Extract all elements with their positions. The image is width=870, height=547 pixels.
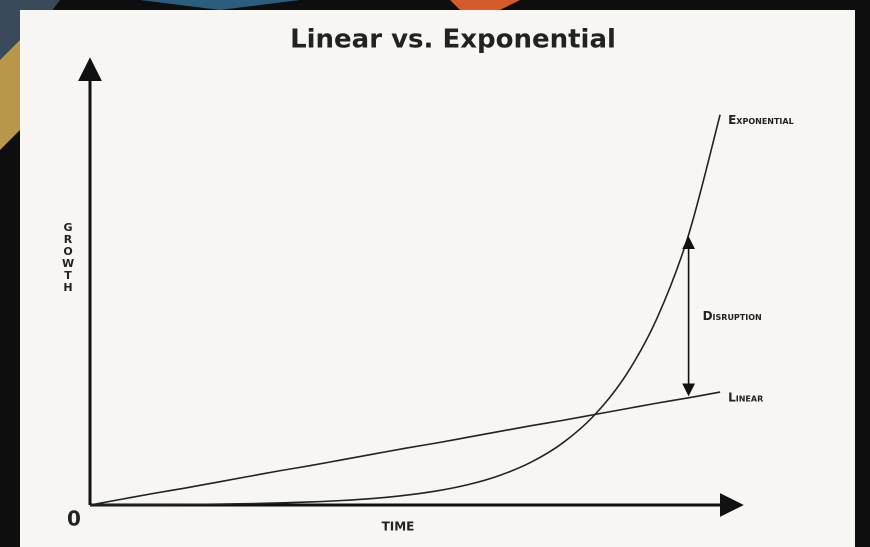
photo-edge	[140, 0, 300, 10]
series-label: Linear	[728, 391, 763, 405]
page: Linear vs. Exponential TIME 0 Exponential…	[0, 0, 870, 547]
chart-title: Linear vs. Exponential	[290, 25, 616, 55]
photo-edge	[450, 0, 520, 10]
y-axis-label: GROWTH	[62, 222, 74, 294]
series-label: Exponential	[728, 113, 794, 127]
annotation: Disruption	[703, 309, 762, 323]
x-tick-label: 0	[67, 507, 81, 531]
chart: Linear vs. Exponential TIME 0 Exponential…	[0, 0, 870, 547]
x-axis-label: TIME	[382, 520, 415, 534]
chart-panel	[20, 10, 855, 547]
